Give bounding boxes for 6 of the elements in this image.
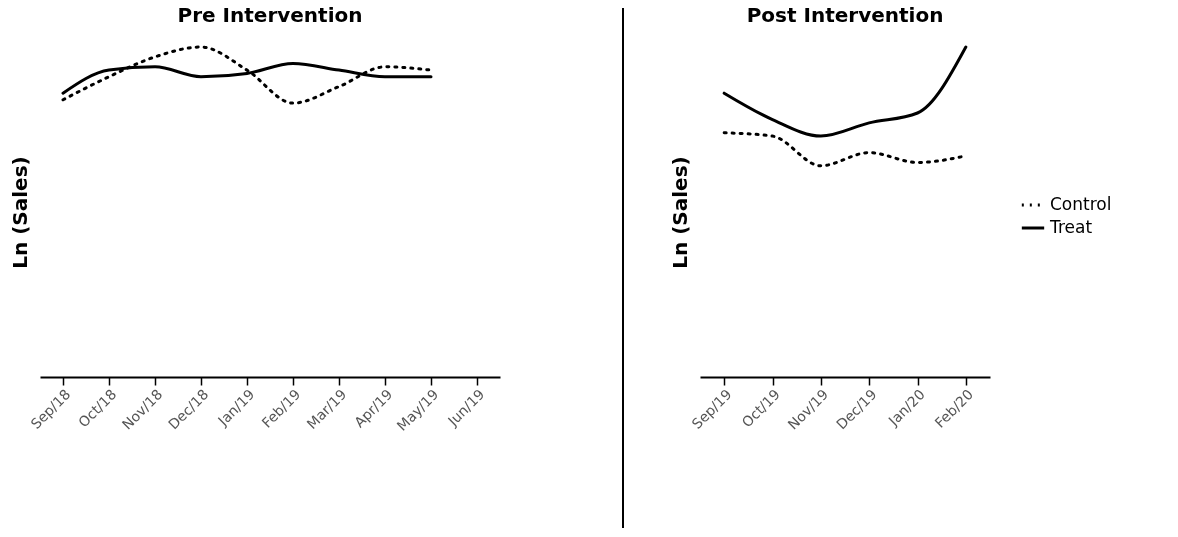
- legend-label: Treat: [1049, 217, 1093, 237]
- y-axis-title: Ln (Sales): [7, 156, 32, 269]
- chart-title: Pre Intervention: [177, 2, 363, 27]
- legend-label: Control: [1050, 194, 1112, 214]
- y-axis-title: Ln (Sales): [667, 156, 692, 269]
- chart-title: Post Intervention: [746, 2, 944, 27]
